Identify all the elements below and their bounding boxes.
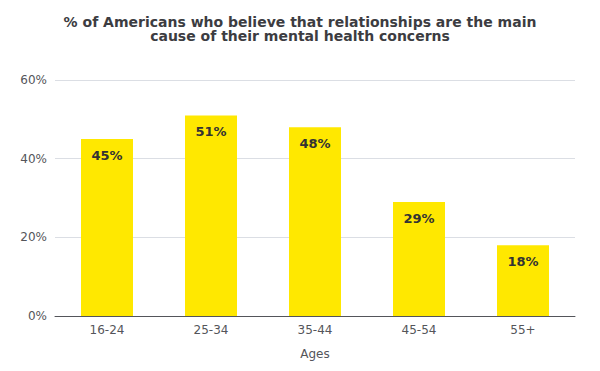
svg-text:18%: 18% bbox=[507, 254, 538, 269]
svg-text:40%: 40% bbox=[20, 152, 47, 166]
svg-text:51%: 51% bbox=[195, 124, 226, 139]
svg-text:55+: 55+ bbox=[510, 323, 535, 337]
svg-text:Ages: Ages bbox=[300, 347, 329, 361]
svg-text:29%: 29% bbox=[403, 211, 434, 226]
svg-text:16-24: 16-24 bbox=[90, 323, 125, 337]
svg-text:60%: 60% bbox=[20, 73, 47, 87]
svg-text:% of Americans who believe tha: % of Americans who believe that relation… bbox=[63, 14, 537, 30]
svg-text:25-34: 25-34 bbox=[194, 323, 229, 337]
svg-text:45-54: 45-54 bbox=[402, 323, 437, 337]
svg-text:35-44: 35-44 bbox=[298, 323, 333, 337]
svg-text:20%: 20% bbox=[20, 230, 47, 244]
svg-text:cause of their mental health c: cause of their mental health concerns bbox=[150, 28, 450, 44]
svg-text:48%: 48% bbox=[299, 136, 330, 151]
svg-text:45%: 45% bbox=[91, 148, 122, 163]
svg-text:0%: 0% bbox=[28, 309, 47, 323]
